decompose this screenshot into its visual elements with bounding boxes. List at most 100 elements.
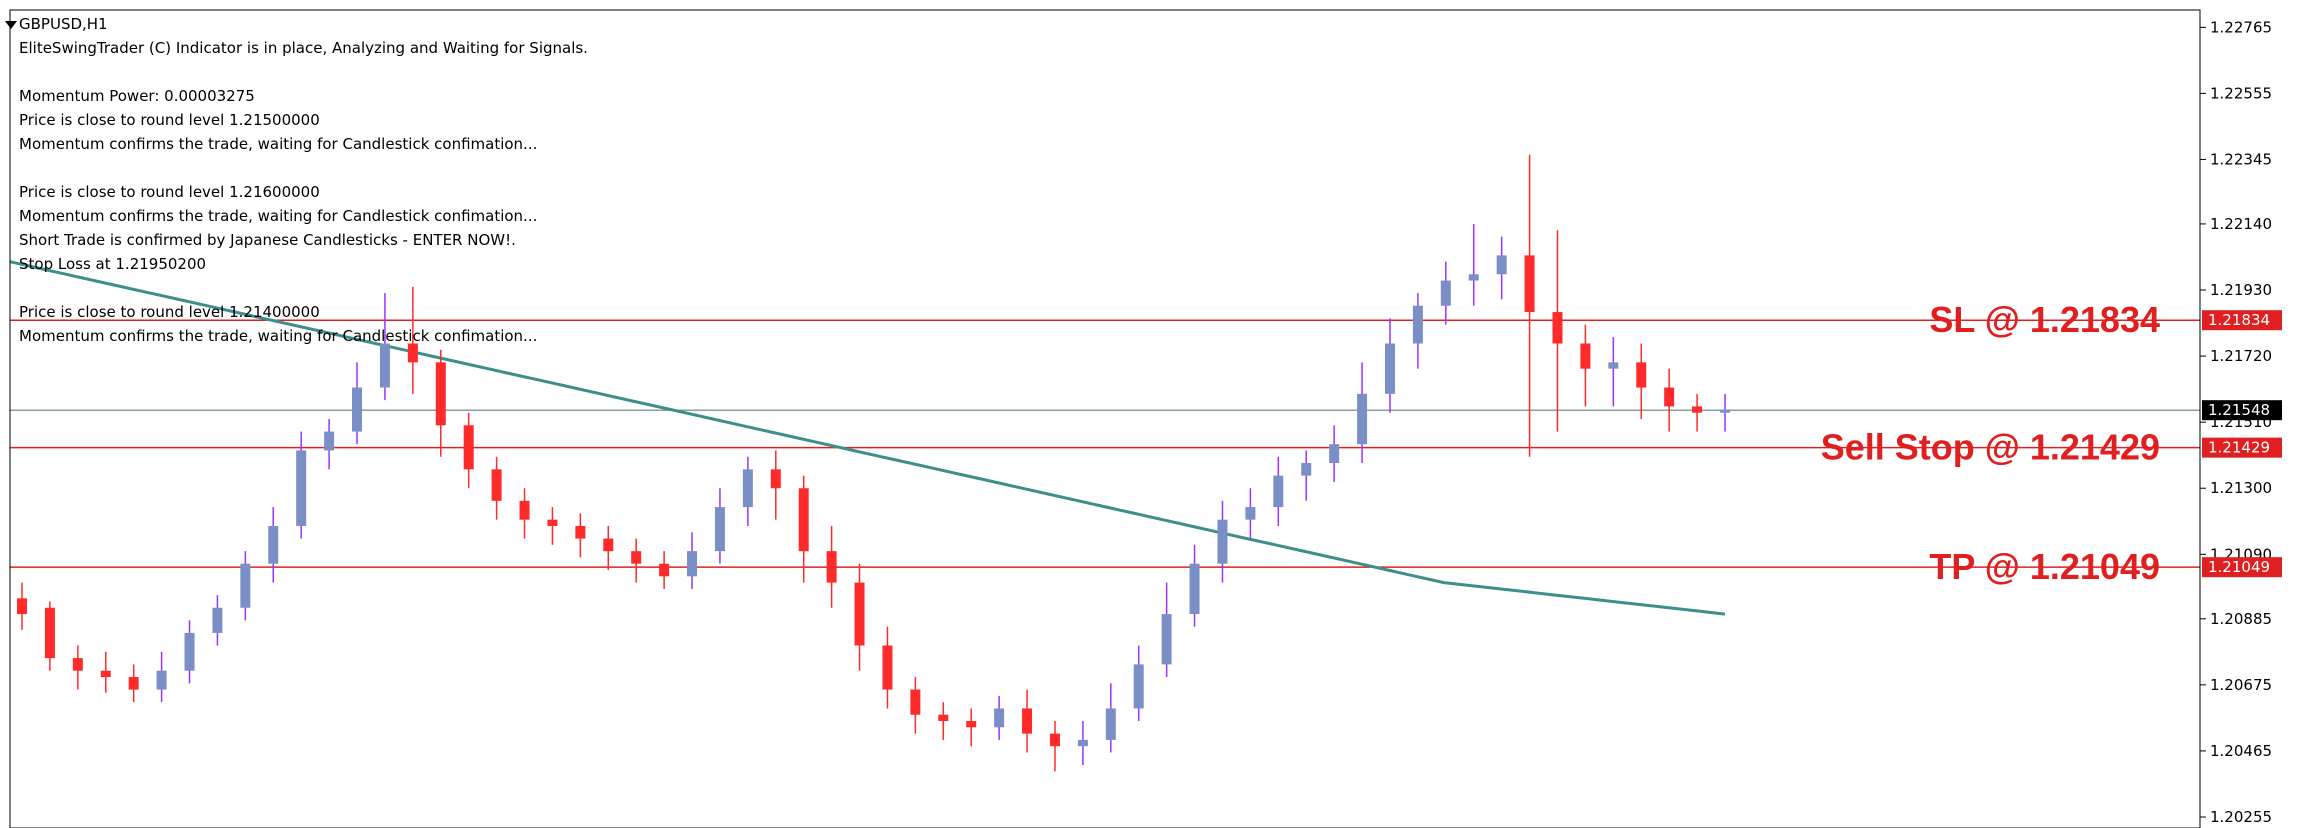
candle-body xyxy=(435,362,446,426)
candle xyxy=(1273,456,1284,526)
tp-tag: 1.21049 xyxy=(2208,558,2270,576)
candle-body xyxy=(575,525,586,539)
candle-body xyxy=(770,469,781,489)
bid-tag-bg xyxy=(2202,400,2282,421)
candle-body xyxy=(1105,708,1116,740)
candle xyxy=(296,431,307,539)
candle-body xyxy=(1245,507,1256,520)
info-line: Momentum confirms the trade, waiting for… xyxy=(19,207,538,225)
candle-body xyxy=(1273,475,1284,508)
candle-body xyxy=(1664,387,1675,407)
tp-label: TP @ 1.21049 xyxy=(1929,546,2160,587)
symbol-menu-icon[interactable] xyxy=(5,21,17,29)
candle xyxy=(1189,544,1200,627)
candle-body xyxy=(1496,255,1507,275)
candle-body xyxy=(1077,739,1088,747)
candle xyxy=(1692,393,1703,432)
candle-body xyxy=(659,563,670,577)
candle-body xyxy=(268,525,279,564)
candle xyxy=(379,293,390,401)
candle xyxy=(1105,683,1116,753)
candle-body xyxy=(1357,393,1368,445)
candle xyxy=(184,620,195,684)
candle xyxy=(407,286,418,394)
candle xyxy=(659,551,670,589)
candle xyxy=(1580,324,1591,407)
candle xyxy=(1636,343,1647,419)
candle-body xyxy=(240,563,251,608)
candle-body xyxy=(742,469,753,508)
candle xyxy=(1161,582,1172,677)
candle-body xyxy=(714,507,725,552)
candle-body xyxy=(1412,305,1423,344)
info-line: Short Trade is confirmed by Japanese Can… xyxy=(19,231,516,249)
candle xyxy=(1077,721,1088,766)
candle xyxy=(128,664,139,703)
candle-body xyxy=(156,670,167,690)
axis-tick-label: 1.21720 xyxy=(2210,347,2272,365)
candle-body xyxy=(1468,274,1479,281)
candle-body xyxy=(547,519,558,526)
price-tags: 1.21834 1.21429 1.21049 1.21548 xyxy=(2202,310,2282,578)
candle xyxy=(491,456,502,520)
candle-body xyxy=(994,708,1005,728)
candle-body xyxy=(910,689,921,715)
candle-body xyxy=(1524,255,1535,313)
candle xyxy=(770,450,781,520)
candle-body xyxy=(212,607,223,633)
candle xyxy=(1329,425,1340,482)
candle-body xyxy=(1161,614,1172,665)
candle xyxy=(435,349,446,457)
sl-label: SL @ 1.21834 xyxy=(1929,299,2160,340)
bid-tag: 1.21548 xyxy=(2208,401,2270,419)
price-axis: 1.22765 1.22555 1.22345 1.22140 1.21930 1.217… xyxy=(2200,18,2272,826)
candle-body xyxy=(854,582,865,646)
candle xyxy=(352,362,363,445)
axis-tick-label: 1.21930 xyxy=(2210,281,2272,299)
candle xyxy=(631,538,642,583)
tp-tag-bg xyxy=(2202,557,2282,578)
info-line: Stop Loss at 1.21950200 xyxy=(19,255,207,273)
axis-tick-label: 1.20675 xyxy=(2210,676,2272,694)
sell-stop-tag: 1.21429 xyxy=(2208,439,2270,457)
candle-body xyxy=(798,488,809,552)
info-line: Momentum confirms the trade, waiting for… xyxy=(19,327,538,345)
info-line: Momentum confirms the trade, waiting for… xyxy=(19,135,538,153)
candle xyxy=(714,488,725,564)
candle xyxy=(575,513,586,558)
axis-tick-label: 1.22140 xyxy=(2210,215,2272,233)
candle-body xyxy=(128,676,139,690)
axis-tick-label: 1.21300 xyxy=(2210,479,2272,497)
candle-body xyxy=(352,387,363,432)
candle-body xyxy=(1552,312,1563,344)
candle-body xyxy=(826,551,837,583)
candle xyxy=(156,651,167,703)
candle xyxy=(72,645,83,690)
candle-body xyxy=(72,658,83,671)
candles xyxy=(17,154,1730,772)
candle xyxy=(1357,362,1368,464)
candle-body xyxy=(631,551,642,564)
candle xyxy=(1524,154,1535,457)
candle-body xyxy=(519,500,530,520)
moving-average xyxy=(9,260,1726,616)
candle-body xyxy=(324,431,335,451)
candle xyxy=(994,695,1005,740)
candle-body xyxy=(463,425,474,470)
candle-body xyxy=(100,670,111,677)
axis-tick-label: 1.20255 xyxy=(2210,808,2272,826)
candle-body xyxy=(407,343,418,363)
candle xyxy=(910,676,921,734)
sl-tag: 1.21834 xyxy=(2208,311,2270,329)
candle xyxy=(1720,393,1730,432)
candle xyxy=(463,412,474,489)
candle-body xyxy=(1384,343,1395,394)
axis-tick-label: 1.22765 xyxy=(2210,18,2272,36)
candle xyxy=(1608,337,1619,407)
candle-body xyxy=(1022,708,1033,734)
candle xyxy=(17,582,27,630)
candle xyxy=(547,507,558,545)
candle xyxy=(687,532,698,589)
